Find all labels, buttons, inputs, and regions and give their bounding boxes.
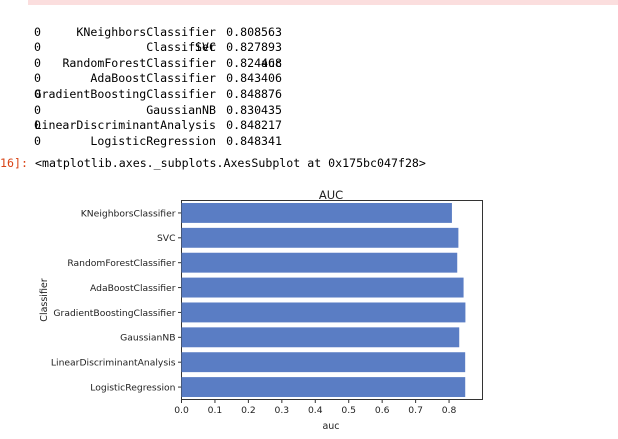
plot-frame [181, 200, 483, 400]
dataframe-row: 0 LogisticRegression 0.848341 [0, 134, 282, 150]
column-header-classifier: Classifier [146, 40, 216, 55]
row-auc: 0.843406 [226, 71, 282, 86]
x-tick-label: 0.1 [208, 405, 223, 416]
row-auc: 0.848217 [226, 118, 282, 133]
stderr-output-bar [28, 0, 618, 5]
column-header-auc: auc [261, 55, 282, 70]
row-auc: 0.848341 [226, 133, 282, 148]
x-tick-label: 0.5 [341, 405, 356, 416]
dataframe-row: 0 AdaBoostClassifier 0.843406 [0, 71, 282, 87]
row-index: 0 [34, 133, 41, 148]
x-tick-label: 0.8 [442, 405, 457, 416]
row-classifier: SVC [195, 40, 216, 55]
row-index: 0 [34, 102, 41, 117]
dataframe-row: 0 RandomForestClassifier 0.824468 [0, 56, 282, 72]
row-classifier: RandomForestClassifier [62, 55, 216, 70]
dataframe-header-row: Classifier auc [0, 9, 282, 70]
output-prompt: 16]: [0, 156, 28, 170]
bar [181, 352, 466, 373]
auc-bar-chart: AUC KNeighborsClassifier SVC RandomForestC… [39, 188, 483, 432]
bar [181, 252, 458, 273]
x-axis-label: auc [322, 421, 339, 432]
y-tick-label: AdaBoostClassifier [90, 283, 176, 294]
bar [181, 327, 460, 348]
row-index: 0 [34, 40, 41, 55]
bar [181, 202, 452, 223]
y-axis-label: Classifier [39, 278, 50, 321]
row-classifier: LinearDiscriminantAnalysis [34, 118, 216, 133]
dataframe-row: 0 SVC 0.827893 [0, 40, 282, 56]
row-auc: 0.824468 [226, 55, 282, 70]
row-classifier: LogisticRegression [90, 133, 216, 148]
row-auc: 0.848876 [226, 86, 282, 101]
y-tick-label: RandomForestClassifier [67, 258, 175, 269]
y-tick-label: LinearDiscriminantAnalysis [51, 358, 176, 369]
x-tick-label: 0.7 [408, 405, 423, 416]
row-auc: 0.827893 [226, 40, 282, 55]
row-classifier: GaussianNB [146, 102, 216, 117]
dataframe-row: 0 LinearDiscriminantAnalysis 0.848217 [0, 118, 282, 134]
bar [181, 302, 466, 323]
x-tick-label: 0.3 [275, 405, 290, 416]
x-tick-label: 0.2 [241, 405, 256, 416]
row-index: 0 [34, 55, 41, 70]
x-tick-label: 0.6 [375, 405, 390, 416]
row-classifier: GradientBoostingClassifier [34, 86, 216, 101]
y-tick-label: LogisticRegression [90, 382, 175, 393]
dataframe-table: Classifier auc 0 KNeighborsClassifier 0.80… [0, 9, 282, 150]
dataframe-row: 0 KNeighborsClassifier 0.808563 [0, 25, 282, 41]
row-classifier: AdaBoostClassifier [90, 71, 216, 86]
x-tick-label: 0.0 [174, 405, 189, 416]
x-tick-label: 0.4 [308, 405, 323, 416]
bar [181, 377, 466, 398]
row-auc: 0.808563 [226, 24, 282, 39]
y-tick-label: KNeighborsClassifier [81, 208, 176, 219]
y-tick-label: GradientBoostingClassifier [53, 308, 175, 319]
row-index: 0 [34, 86, 41, 101]
y-tick-label: GaussianNB [120, 333, 175, 344]
y-tick-label: SVC [157, 233, 176, 244]
dataframe-row: 0 GaussianNB 0.830435 [0, 103, 282, 119]
chart-title: AUC [319, 188, 343, 202]
row-auc: 0.830435 [226, 102, 282, 117]
row-index: 0 [34, 118, 41, 133]
row-classifier: KNeighborsClassifier [76, 24, 216, 39]
dataframe-row: 0 GradientBoostingClassifier 0.848876 [0, 87, 282, 103]
row-index: 0 [34, 24, 41, 39]
bar [181, 277, 464, 298]
row-index: 0 [34, 71, 41, 86]
output-repr-text: <matplotlib.axes._subplots.AxesSubplot a… [35, 156, 426, 170]
bar [181, 227, 459, 248]
